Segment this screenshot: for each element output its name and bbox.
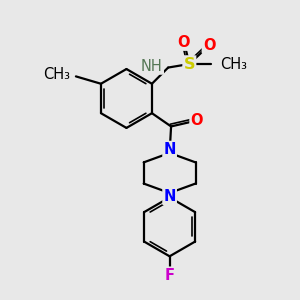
Text: O: O xyxy=(203,38,215,53)
Text: O: O xyxy=(190,113,203,128)
Text: CH₃: CH₃ xyxy=(44,68,70,82)
Text: CH₃: CH₃ xyxy=(220,56,247,71)
Text: F: F xyxy=(165,268,175,283)
Text: O: O xyxy=(177,35,190,50)
Text: NH: NH xyxy=(141,58,163,74)
Text: S: S xyxy=(184,56,195,71)
Text: N: N xyxy=(164,142,176,157)
Text: N: N xyxy=(164,189,176,204)
